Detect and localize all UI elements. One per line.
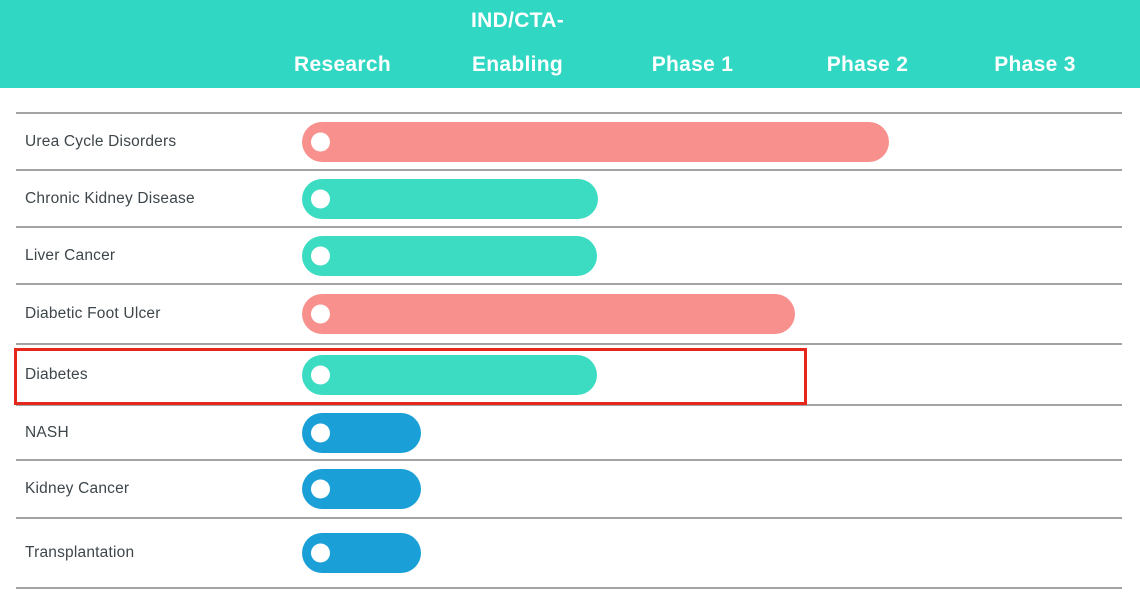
bar-start-dot <box>311 132 330 151</box>
pipeline-bar-research <box>302 533 421 573</box>
stage-column-phase-2: Phase 2 <box>780 0 955 88</box>
stage-label: Enabling <box>471 53 564 76</box>
header-label-spacer <box>0 0 255 88</box>
stage-column-ind-cta-enabling: IND/CTA- Enabling <box>430 0 605 88</box>
bar-start-dot <box>311 304 330 324</box>
pipeline-row-transplantation[interactable]: Transplantation <box>16 517 1122 589</box>
bar-start-dot <box>311 365 330 384</box>
pipeline-row-urea-cycle-disorders[interactable]: Urea Cycle Disorders <box>16 112 1122 169</box>
indication-label: Kidney Cancer <box>25 480 130 497</box>
stage-label: Phase 3 <box>994 53 1076 76</box>
pipeline-row-diabetic-foot-ulcer[interactable]: Diabetic Foot Ulcer <box>16 283 1122 343</box>
stage-label: Phase 1 <box>651 53 734 76</box>
stage-label-top: IND/CTA- <box>471 9 564 32</box>
bar-start-dot <box>311 543 330 563</box>
bar-start-dot <box>311 189 330 208</box>
pipeline-row-chronic-kidney-disease[interactable]: Chronic Kidney Disease <box>16 169 1122 226</box>
pipeline-row-kidney-cancer[interactable]: Kidney Cancer <box>16 459 1122 517</box>
pipeline-bar-research <box>302 412 421 453</box>
pipeline-bar-ind-cta-enabling <box>302 354 597 395</box>
stage-column-phase-3: Phase 3 <box>955 0 1115 88</box>
pipeline-row-nash[interactable]: NASH <box>16 404 1122 459</box>
indication-label: Transplantation <box>25 544 135 561</box>
pipeline-bar-phase-2 <box>302 121 889 162</box>
stage-column-phase-1: Phase 1 <box>605 0 780 88</box>
stage-header: Research IND/CTA- Enabling Phase 1 Phase… <box>0 0 1140 88</box>
stage-label: Phase 2 <box>826 53 909 76</box>
indication-label: NASH <box>25 423 69 441</box>
bar-start-dot <box>311 246 330 265</box>
indication-label: Diabetic Foot Ulcer <box>25 305 161 322</box>
pipeline-row-liver-cancer[interactable]: Liver Cancer <box>16 226 1122 283</box>
pipeline-bar-phase-1 <box>302 294 795 334</box>
indication-label: Liver Cancer <box>25 246 116 264</box>
bar-start-dot <box>311 479 330 499</box>
pipeline-bar-ind-cta-enabling <box>302 178 598 219</box>
indication-label: Chronic Kidney Disease <box>25 189 195 207</box>
indication-label: Diabetes <box>25 365 88 383</box>
indication-label: Urea Cycle Disorders <box>25 132 177 150</box>
stage-column-research: Research <box>255 0 430 88</box>
stage-label: Research <box>294 53 391 76</box>
pipeline-bar-ind-cta-enabling <box>302 235 597 276</box>
pipeline-row-diabetes[interactable]: Diabetes <box>16 343 1122 404</box>
pipeline-rows: Urea Cycle Disorders Chronic Kidney Disea… <box>16 112 1122 589</box>
pipeline-bar-research <box>302 469 421 509</box>
bar-start-dot <box>311 423 330 442</box>
